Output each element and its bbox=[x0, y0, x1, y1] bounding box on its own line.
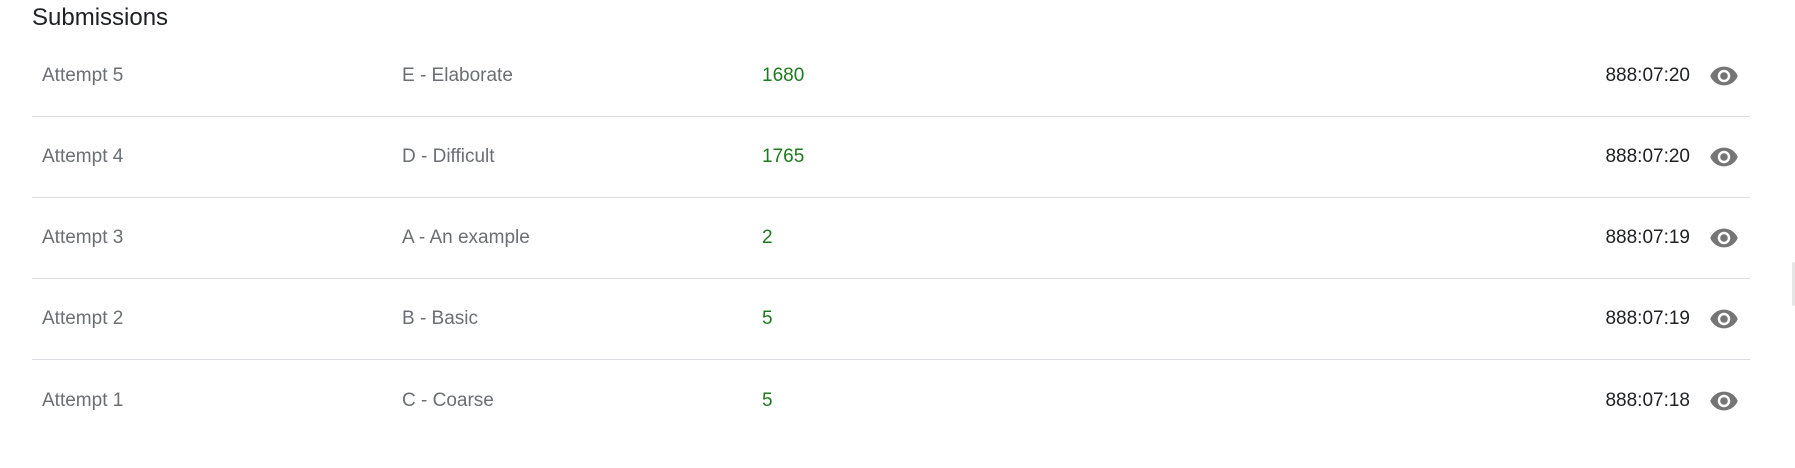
submission-row: Attempt 2 B - Basic 5 888:07:19 bbox=[32, 279, 1750, 360]
view-submission-button[interactable] bbox=[1708, 360, 1740, 441]
attempt-label: Attempt 2 bbox=[42, 308, 124, 329]
submission-row: Attempt 4 D - Difficult 1765 888:07:20 bbox=[32, 117, 1750, 198]
attempt-label: Attempt 1 bbox=[42, 389, 124, 411]
problem-name: C - Coarse bbox=[402, 389, 494, 411]
eye-icon bbox=[1710, 228, 1738, 248]
eye-icon bbox=[1710, 391, 1738, 410]
problem-name: B - Basic bbox=[402, 308, 479, 329]
submission-time: 888:07:20 bbox=[1605, 65, 1690, 86]
view-submission-button[interactable] bbox=[1708, 279, 1740, 359]
score-value: 1765 bbox=[762, 146, 805, 167]
submissions-panel: Submissions Attempt 5 E - Elaborate 1680… bbox=[32, 0, 1750, 441]
section-title: Submissions bbox=[32, 4, 169, 31]
view-submission-button[interactable] bbox=[1708, 198, 1740, 278]
problem-name: E - Elaborate bbox=[402, 65, 513, 86]
eye-icon bbox=[1710, 66, 1738, 86]
scrollbar-thumb[interactable] bbox=[1792, 262, 1795, 306]
submission-row: Attempt 1 C - Coarse 5 888:07:18 bbox=[32, 360, 1750, 441]
submission-time: 888:07:20 bbox=[1605, 146, 1690, 167]
submission-row: Attempt 5 E - Elaborate 1680 888:07:20 bbox=[32, 36, 1750, 117]
attempt-label: Attempt 5 bbox=[42, 65, 124, 86]
submission-time: 888:07:19 bbox=[1605, 308, 1690, 329]
attempt-label: Attempt 3 bbox=[42, 227, 124, 248]
view-submission-button[interactable] bbox=[1708, 36, 1740, 116]
view-submission-button[interactable] bbox=[1708, 117, 1740, 197]
score-value: 2 bbox=[762, 227, 773, 248]
eye-icon bbox=[1710, 147, 1738, 167]
problem-name: D - Difficult bbox=[402, 146, 495, 167]
score-value: 5 bbox=[762, 308, 773, 329]
score-value: 5 bbox=[762, 389, 773, 411]
problem-name: A - An example bbox=[402, 227, 530, 248]
submissions-list: Attempt 5 E - Elaborate 1680 888:07:20 A… bbox=[32, 36, 1750, 441]
submission-row: Attempt 3 A - An example 2 888:07:19 bbox=[32, 198, 1750, 279]
eye-icon bbox=[1710, 309, 1738, 329]
score-value: 1680 bbox=[762, 65, 805, 86]
attempt-label: Attempt 4 bbox=[42, 146, 124, 167]
submission-time: 888:07:19 bbox=[1605, 227, 1690, 248]
submission-time: 888:07:18 bbox=[1605, 389, 1690, 411]
